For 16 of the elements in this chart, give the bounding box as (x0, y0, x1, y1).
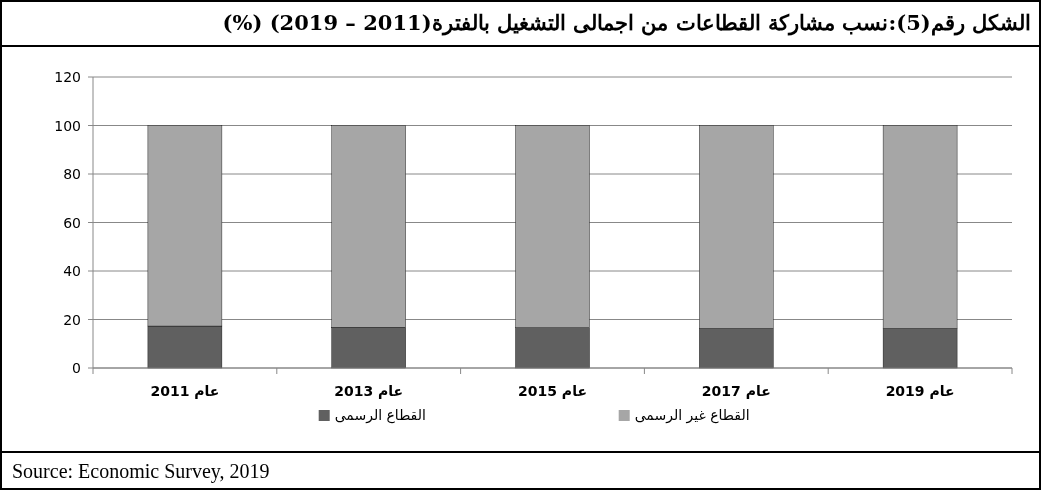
x-tick-label: عام 2015 (518, 383, 587, 399)
source-note: Source: Economic Survey, 2019 (12, 460, 270, 483)
x-tick-label: عام 2011 (150, 383, 220, 399)
y-tick-label: 20 (63, 311, 81, 328)
legend-label: القطاع الرسمى (334, 407, 426, 424)
y-tick-label: 40 (63, 263, 81, 279)
legend-label: القطاع غير الرسمى (634, 407, 750, 424)
chart-title: الشكل رقم(5):نسب مشاركة القطاعات من اجمالى التشغيل بالفترة(2011 – 2019) (%) (222, 10, 1031, 36)
x-tick-label: عام 2017 (701, 383, 771, 399)
y-tick-label: 100 (54, 117, 81, 134)
y-tick-label: 0 (72, 360, 81, 376)
x-tick-label: عام 2013 (334, 383, 404, 399)
y-tick-label: 120 (54, 69, 81, 85)
y-tick-label: 80 (63, 166, 81, 182)
y-tick-label: 60 (63, 214, 81, 231)
x-tick-label: عام 2019 (885, 383, 955, 399)
